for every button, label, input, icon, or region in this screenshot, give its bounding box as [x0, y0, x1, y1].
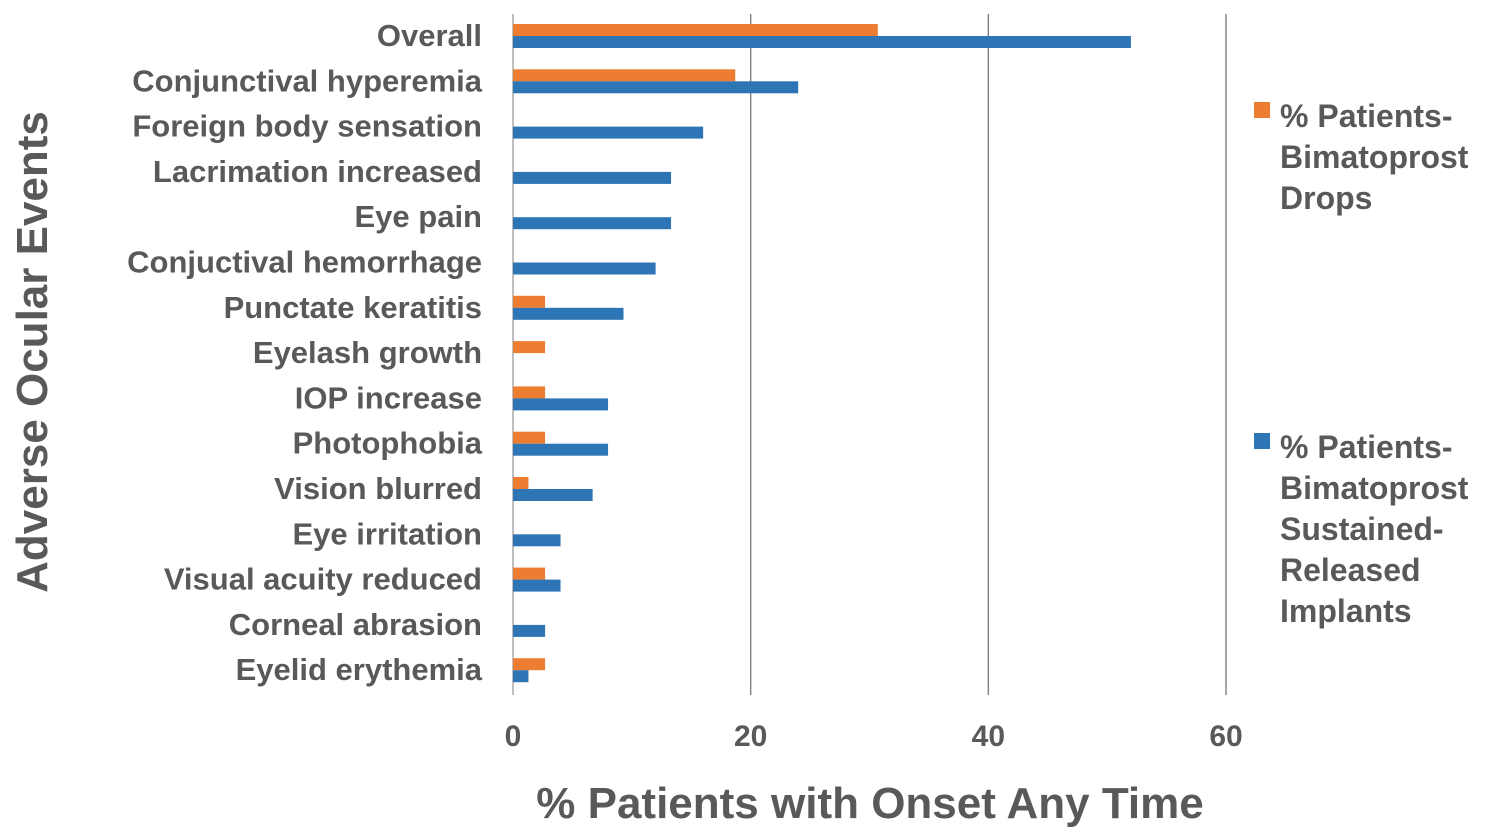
bar-drops	[513, 431, 546, 444]
bar-drops	[513, 386, 546, 399]
bar-drops	[513, 567, 546, 580]
legend-label: Sustained-	[1280, 511, 1444, 547]
category-label: Punctate keratitis	[224, 290, 482, 325]
bar-implants	[513, 217, 672, 230]
category-label: Eye irritation	[293, 516, 483, 551]
bar-implants	[513, 398, 609, 411]
bar-implants	[513, 624, 546, 637]
bar-implants	[513, 171, 672, 184]
legend-label: Bimatoprost	[1280, 470, 1469, 506]
category-label: Overall	[377, 18, 482, 53]
bar-drops	[513, 24, 878, 36]
category-label: Photophobia	[293, 426, 483, 461]
legend-label: Bimatoprost	[1280, 139, 1469, 175]
legend-label: Drops	[1280, 180, 1372, 216]
category-label: Vision blurred	[274, 471, 482, 506]
legend-label: Implants	[1280, 593, 1412, 629]
bar-implants	[513, 81, 799, 94]
bar-implants	[513, 36, 1131, 48]
legend-label: Released	[1280, 552, 1421, 588]
x-tick-label: 60	[1209, 720, 1242, 753]
bar-implants	[513, 579, 561, 592]
bar-drops	[513, 477, 529, 489]
category-label: Foreign body sensation	[132, 109, 482, 144]
bar-drops	[513, 341, 546, 354]
bar-implants	[513, 262, 656, 275]
legend-swatch	[1254, 102, 1270, 118]
bar-drops	[513, 69, 736, 82]
x-tick-label: 0	[505, 720, 522, 753]
legend-swatch	[1254, 433, 1270, 449]
bar-implants	[513, 489, 593, 501]
bar-drops	[513, 658, 546, 671]
legend-label: % Patients-	[1280, 429, 1452, 465]
category-label: Visual acuity reduced	[164, 562, 482, 597]
bar-implants	[513, 443, 609, 456]
category-label: Conjuctival hemorrhage	[127, 245, 482, 280]
legend-label: % Patients-	[1280, 98, 1452, 134]
category-label: Corneal abrasion	[229, 607, 482, 642]
x-axis-title: % Patients with Onset Any Time	[536, 779, 1203, 828]
y-axis-title: Adverse Ocular Events	[8, 111, 57, 593]
category-label: Conjunctival hyperemia	[132, 63, 482, 98]
category-label: Eye pain	[355, 199, 483, 234]
x-tick-label: 40	[972, 720, 1005, 753]
bar-implants	[513, 670, 529, 683]
category-label: Lacrimation increased	[153, 154, 482, 189]
bar-implants	[513, 534, 561, 547]
category-label: Eyelash growth	[253, 335, 482, 370]
bar-implants	[513, 307, 624, 320]
category-label: IOP increase	[295, 380, 482, 415]
bar-implants	[513, 126, 704, 139]
category-label: Eyelid erythemia	[236, 652, 483, 687]
bar-drops	[513, 295, 546, 308]
x-tick-label: 20	[734, 720, 767, 753]
